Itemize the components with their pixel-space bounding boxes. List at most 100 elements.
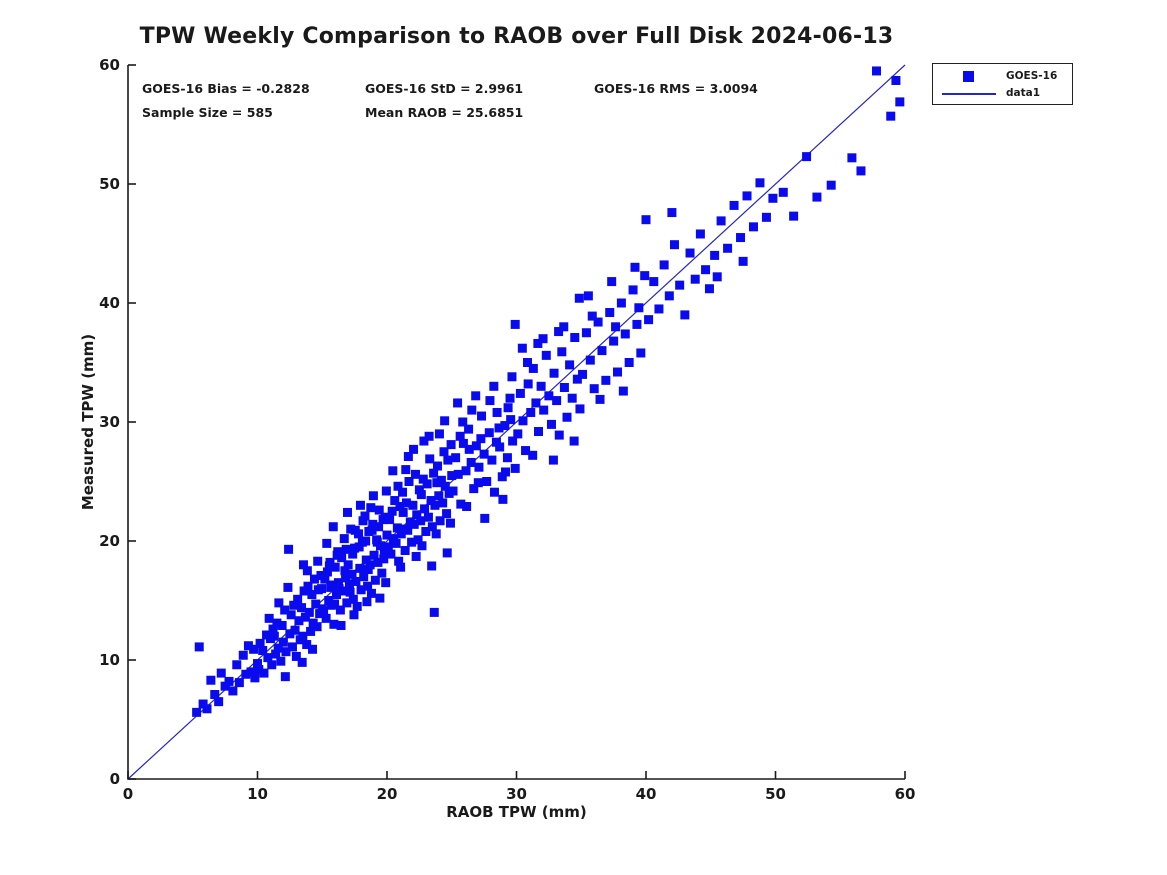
scatter-point xyxy=(789,211,799,221)
scatter-point xyxy=(220,681,230,691)
scatter-point xyxy=(434,429,444,439)
y-tick-label: 0 xyxy=(109,770,120,788)
scatter-point xyxy=(375,593,385,603)
scatter-point xyxy=(456,499,466,509)
scatter-point xyxy=(363,565,373,575)
scatter-point xyxy=(365,560,375,570)
scatter-point xyxy=(278,637,288,647)
scatter-point xyxy=(409,519,419,529)
scatter-point xyxy=(341,544,351,554)
scatter-point xyxy=(742,191,752,201)
scatter-point xyxy=(232,660,242,670)
scatter-point xyxy=(308,644,318,654)
scatter-point xyxy=(640,271,650,281)
scatter-point xyxy=(383,542,393,552)
scatter-point xyxy=(372,537,382,547)
scatter-point xyxy=(716,216,726,226)
x-tick-label: 30 xyxy=(506,785,527,803)
scatter-point xyxy=(290,625,300,635)
scatter-point xyxy=(510,463,520,473)
scatter-point xyxy=(500,421,510,431)
scatter-point xyxy=(408,500,418,510)
scatter-point xyxy=(388,534,398,544)
scatter-point xyxy=(206,675,216,685)
scatter-point xyxy=(616,298,626,308)
scatter-point xyxy=(198,699,208,709)
scatter-point xyxy=(802,152,812,162)
scatter-point xyxy=(510,319,520,329)
scatter-point xyxy=(812,192,822,202)
scatter-point xyxy=(425,454,435,464)
scatter-point xyxy=(273,643,283,653)
scatter-point xyxy=(347,569,357,579)
scatter-point xyxy=(455,431,465,441)
scatter-point xyxy=(341,573,351,583)
scatter-point xyxy=(438,498,448,508)
scatter-point xyxy=(298,560,308,570)
scatter-point xyxy=(322,567,332,577)
scatter-point xyxy=(531,398,541,408)
scatter-point xyxy=(570,333,580,343)
scatter-point xyxy=(391,538,401,548)
scatter-point xyxy=(567,393,577,403)
scatter-point xyxy=(403,525,413,535)
scatter-point xyxy=(404,477,414,486)
scatter-point xyxy=(317,584,327,594)
scatter-point xyxy=(392,523,402,533)
scatter-point xyxy=(356,585,366,595)
scatter-point xyxy=(360,511,370,521)
scatter-point xyxy=(495,442,505,452)
scatter-point xyxy=(644,315,654,325)
scatter-point xyxy=(433,461,443,471)
scatter-point xyxy=(895,97,905,107)
scatter-point xyxy=(286,610,296,620)
scatter-point xyxy=(417,541,427,551)
x-tick-label: 60 xyxy=(894,785,916,803)
x-tick-label: 40 xyxy=(635,785,657,803)
scatter-point xyxy=(712,272,722,282)
scatter-point xyxy=(359,572,369,582)
scatter-point xyxy=(398,507,408,517)
scatter-point xyxy=(690,274,700,284)
scatter-point xyxy=(264,613,274,623)
legend-line-swatch-icon xyxy=(942,93,996,95)
scatter-point xyxy=(313,556,323,566)
scatter-point xyxy=(634,303,644,313)
scatter-point xyxy=(277,620,287,630)
scatter-point xyxy=(381,578,391,588)
legend-label-goes16: GOES-16 xyxy=(1006,70,1058,82)
scatter-point xyxy=(448,486,458,496)
scatter-point xyxy=(337,553,347,563)
scatter-point xyxy=(498,494,508,504)
scatter-point xyxy=(238,650,248,660)
y-tick-label: 40 xyxy=(99,294,120,312)
scatter-point xyxy=(332,550,342,560)
scatter-point xyxy=(194,642,204,652)
scatter-point xyxy=(461,466,471,476)
scatter-point xyxy=(299,586,309,596)
scatter-point xyxy=(419,436,429,446)
legend: GOES-16 data1 xyxy=(932,63,1073,105)
x-axis-label: RAOB TPW (mm) xyxy=(446,803,587,821)
scatter-point xyxy=(393,481,403,491)
scatter-point xyxy=(585,355,595,365)
scatter-point xyxy=(377,568,387,578)
scatter-point xyxy=(269,631,279,641)
scatter-point xyxy=(427,561,437,571)
scatter-point xyxy=(458,417,468,427)
scatter-point xyxy=(306,626,316,636)
scatter-point xyxy=(388,466,398,476)
scatter-point xyxy=(326,582,336,592)
scatter-point xyxy=(487,455,497,465)
scatter-point xyxy=(343,507,353,517)
scatter-point xyxy=(704,284,714,294)
scatter-point xyxy=(283,582,293,592)
scatter-point xyxy=(458,438,468,448)
x-tick-label: 0 xyxy=(122,785,134,803)
scatter-point xyxy=(330,562,340,572)
scatter-point xyxy=(624,358,634,367)
scatter-point xyxy=(280,605,290,615)
scatter-point xyxy=(420,504,430,514)
scatter-point xyxy=(654,304,664,314)
scatter-point xyxy=(355,563,365,573)
